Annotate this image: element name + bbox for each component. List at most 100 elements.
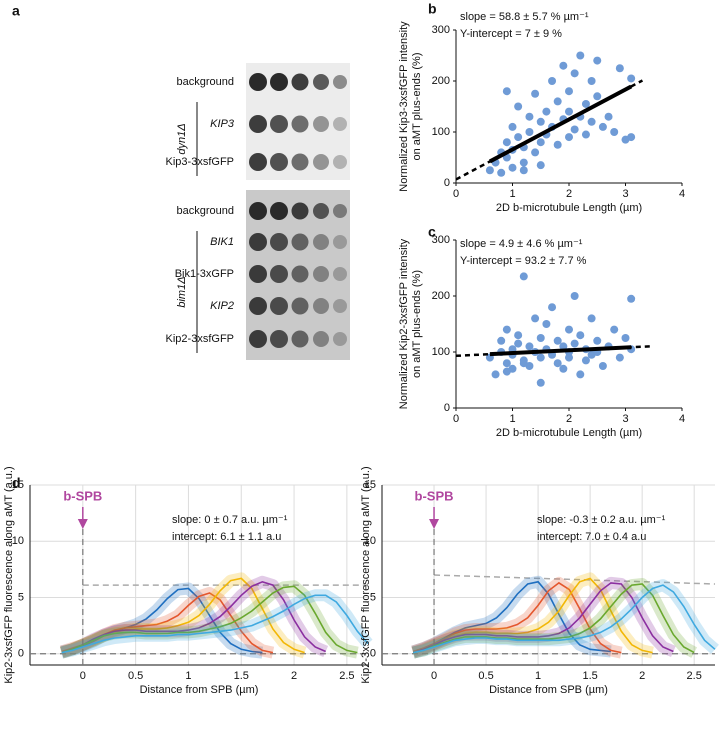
yeast-spot — [313, 154, 329, 170]
data-point — [553, 336, 562, 345]
annotation: Y-intercept = 7 ± 9 % — [460, 28, 562, 40]
data-point — [576, 370, 585, 379]
y-tick-label: 10 — [12, 535, 24, 547]
yeast-spot — [291, 153, 309, 171]
data-point — [502, 138, 511, 147]
series-line — [61, 580, 327, 654]
data-point — [615, 64, 624, 73]
x-tick-label: 4 — [679, 188, 685, 200]
yeast-spot — [333, 75, 347, 89]
x-tick-label: 4 — [679, 413, 685, 425]
data-point — [502, 367, 511, 376]
yeast-spot — [249, 265, 267, 283]
x-tick-label: 2 — [291, 670, 297, 682]
series-line — [61, 594, 369, 654]
annotation: intercept: 7.0 ± 0.4 a.u — [537, 531, 646, 543]
x-tick-label: 2 — [639, 670, 645, 682]
y-tick-label: 100 — [432, 126, 450, 138]
panel-label: c — [428, 224, 436, 240]
strain-label: Kip3-3xsfGFP — [166, 156, 234, 168]
x-tick-label: 0 — [431, 670, 437, 682]
data-point — [587, 117, 596, 126]
data-point — [525, 128, 534, 136]
data-point — [542, 320, 551, 328]
data-point — [536, 117, 545, 126]
y-axis-label: Kip2-3xsfGFP fluorescence along aMT (a.u… — [360, 466, 372, 683]
data-point — [502, 359, 511, 368]
x-tick-label: 0 — [453, 188, 459, 200]
fit-line-solid — [488, 84, 633, 164]
data-point — [581, 99, 590, 108]
data-point — [565, 325, 573, 334]
fit-line-solid — [489, 345, 632, 357]
data-point — [548, 77, 557, 85]
x-tick-label: 2 — [566, 188, 572, 200]
strain-label: BIK1 — [210, 236, 234, 248]
data-point — [570, 125, 579, 134]
yeast-spot — [313, 234, 329, 250]
data-point — [593, 336, 602, 345]
yeast-spot — [249, 233, 267, 251]
annotation: intercept: 6.1 ± 1.1 a.u — [172, 531, 281, 543]
y-tick-label: 0 — [444, 402, 450, 414]
data-point — [531, 314, 540, 323]
x-tick-label: 3 — [622, 188, 628, 200]
yeast-spot — [291, 233, 309, 251]
strain-label: KIP2 — [210, 300, 234, 312]
yeast-spot — [249, 115, 267, 133]
data-point — [581, 130, 590, 139]
y-axis-label: Kip2-3xsfGFP fluorescence along aMT (a.u… — [3, 466, 15, 683]
y-tick-label: 5 — [18, 591, 24, 603]
y-axis-label: on aMT plus-ends (%) — [411, 52, 423, 160]
data-point — [553, 140, 562, 149]
marker-arrowhead — [429, 519, 440, 529]
data-point — [536, 161, 545, 170]
yeast-spot — [291, 297, 309, 315]
data-point — [542, 107, 551, 116]
yeast-spot — [333, 155, 347, 169]
annotation: slope: -0.3 ± 0.2 a.u. µm⁻¹ — [537, 514, 666, 526]
annotation: Y-intercept = 93.2 ± 7.7 % — [460, 255, 587, 267]
yeast-spot — [333, 235, 347, 249]
yeast-spot — [313, 331, 329, 347]
yeast-spot — [313, 74, 329, 90]
x-axis-label: Distance from SPB (µm) — [140, 684, 259, 696]
annotation: slope = 58.8 ± 5.7 % µm⁻¹ — [460, 11, 589, 23]
data-point — [565, 353, 573, 362]
y-tick-label: 100 — [432, 346, 450, 358]
data-point — [598, 122, 607, 131]
data-point — [576, 331, 585, 340]
data-point — [502, 87, 511, 96]
data-point — [536, 138, 545, 147]
yeast-spot — [270, 153, 288, 171]
x-tick-label: 3 — [622, 413, 628, 425]
yeast-spot — [249, 202, 267, 220]
yeast-spot — [249, 330, 267, 348]
strain-label: background — [177, 76, 235, 88]
y-tick-label: 15 — [364, 479, 376, 491]
series-line — [61, 587, 263, 654]
x-tick-label: 2 — [566, 413, 572, 425]
yeast-spot — [333, 299, 347, 313]
y-tick-label: 5 — [370, 591, 376, 603]
x-tick-label: 1 — [535, 670, 541, 682]
data-point — [615, 353, 624, 362]
data-point — [565, 107, 573, 116]
data-point — [502, 325, 511, 334]
series-line — [413, 584, 716, 654]
data-point — [519, 166, 528, 175]
yeast-spot — [249, 73, 267, 91]
data-point — [508, 163, 517, 172]
x-tick-label: 1 — [509, 413, 515, 425]
data-point — [565, 87, 573, 96]
y-tick-label: 0 — [370, 648, 376, 660]
data-point — [531, 148, 540, 157]
yeast-spot — [313, 298, 329, 314]
y-axis-label: Normalized Kip3-3xsfGFP intensity — [398, 21, 410, 192]
data-point — [531, 89, 540, 98]
x-tick-label: 0.5 — [478, 670, 493, 682]
x-tick-label: 0 — [453, 413, 459, 425]
series-line — [412, 582, 674, 654]
yeast-spot — [291, 73, 309, 91]
data-point — [536, 353, 545, 362]
